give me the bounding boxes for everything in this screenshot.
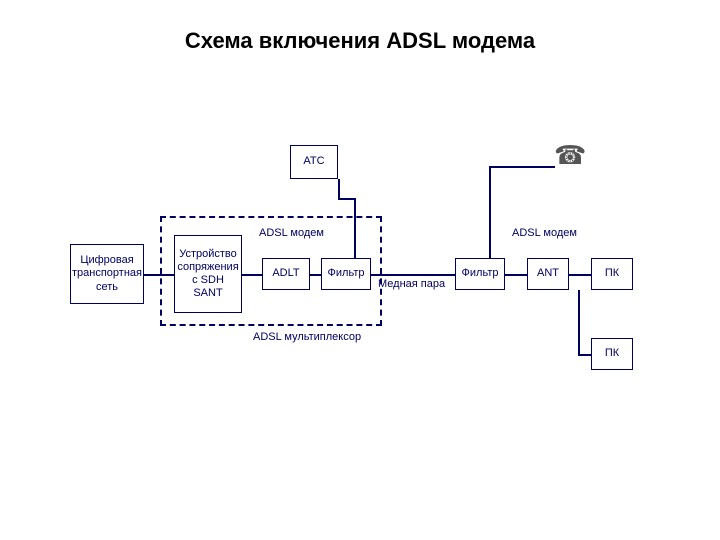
node-pc2-label: ПК [605, 347, 619, 360]
edge-phone-h [489, 166, 555, 168]
edge-adlt-filter1 [310, 274, 321, 276]
node-pc1-label: ПК [605, 267, 619, 280]
edge-phone-v [489, 166, 491, 258]
node-transport: Цифроваятранспортнаясеть [70, 244, 144, 304]
label-adsl-modem-right: ADSL модем [512, 227, 577, 239]
edge-transport-sdh [144, 274, 174, 276]
page-title: Схема включения ADSL модема [0, 28, 720, 54]
node-filter1: Фильтр [321, 258, 371, 290]
diagram-canvas: Цифроваятранспортнаясеть Устройствосопря… [0, 130, 720, 430]
node-filter1-label: Фильтр [328, 267, 365, 280]
edge-atc-v2 [354, 198, 356, 258]
label-copper-pair: Медная пара [378, 278, 445, 290]
node-adlt: ADLT [262, 258, 310, 290]
node-atc: АТС [290, 145, 338, 179]
node-atc-label: АТС [303, 155, 324, 168]
node-transport-label: Цифроваятранспортнаясеть [72, 254, 142, 294]
edge-copper-pair [371, 274, 455, 276]
node-adlt-label: ADLT [272, 267, 299, 280]
phone-icon: ☎ [554, 140, 586, 171]
node-ant: ANT [527, 258, 569, 290]
edge-pc2-v [578, 290, 580, 355]
node-pc2: ПК [591, 338, 633, 370]
node-pc1: ПК [591, 258, 633, 290]
node-sdh: Устройствосопряженияс SDHSANT [174, 235, 242, 313]
node-filter2-label: Фильтр [462, 267, 499, 280]
node-sdh-label: Устройствосопряженияс SDHSANT [177, 248, 238, 301]
edge-atc-v1 [338, 179, 340, 199]
edge-sdh-adlt [242, 274, 262, 276]
label-adsl-modem-left: ADSL модем [259, 227, 324, 239]
label-adsl-mux: ADSL мультиплексор [253, 331, 361, 343]
node-ant-label: ANT [537, 267, 559, 280]
edge-atc-h [338, 198, 355, 200]
edge-ant-pc1 [569, 274, 591, 276]
node-filter2: Фильтр [455, 258, 505, 290]
edge-filter2-ant [505, 274, 527, 276]
edge-pc2-h [578, 354, 591, 356]
